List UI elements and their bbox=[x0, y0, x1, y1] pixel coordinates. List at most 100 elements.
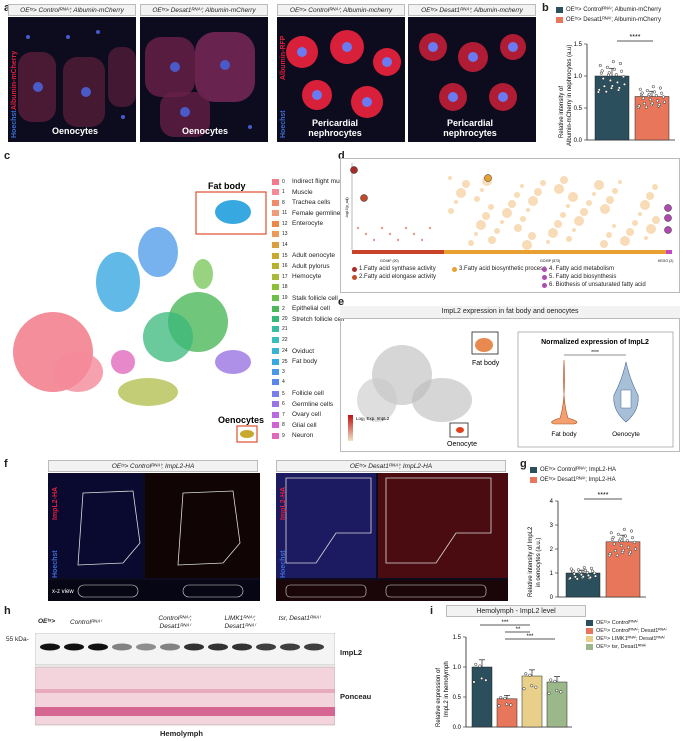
data-point bbox=[609, 531, 613, 535]
enrichment-legend-item: 2.Fatty acid elongase activity bbox=[352, 274, 436, 280]
go-bp-point bbox=[644, 236, 648, 240]
data-point bbox=[647, 92, 651, 96]
data-point bbox=[654, 94, 658, 98]
highlighted-term bbox=[484, 174, 492, 182]
legend-swatch bbox=[272, 284, 279, 290]
legend-swatch bbox=[272, 210, 279, 217]
go-bp-point bbox=[580, 208, 588, 216]
go-bp-point bbox=[640, 200, 650, 210]
go-bp-point bbox=[632, 220, 638, 226]
data-point bbox=[575, 577, 579, 581]
data-point bbox=[581, 575, 585, 579]
go-bp-point bbox=[546, 240, 550, 244]
bar bbox=[471, 666, 493, 728]
enrichment-legend-item: 6. Biothesis of unsaturated fatty acid bbox=[542, 282, 646, 288]
go-bp-point bbox=[448, 208, 454, 214]
cluster-name: Hemocyte bbox=[292, 273, 322, 281]
legend-swatch bbox=[272, 390, 279, 397]
data-point bbox=[612, 67, 616, 71]
data-point bbox=[593, 574, 598, 578]
cluster-pink bbox=[111, 350, 135, 374]
cluster-legend-item: 6 Germline cells bbox=[272, 401, 333, 408]
legend-swatch bbox=[272, 348, 279, 355]
data-point bbox=[601, 77, 605, 81]
micrograph-nephrocytes-desat1 bbox=[408, 17, 536, 142]
data-point bbox=[657, 102, 661, 107]
lane-label-1: Controlᴿᴺᴬⁱ bbox=[70, 619, 102, 626]
cluster-lime bbox=[193, 259, 213, 289]
violin-fat-body bbox=[551, 359, 578, 425]
colorbar bbox=[348, 415, 353, 441]
impl2-band bbox=[232, 643, 252, 651]
cluster-name: Fat body bbox=[292, 358, 318, 366]
legend-label: OEᵗˢ> Desat1ᴿᴺᴬⁱ; Albumin-mCherry bbox=[566, 17, 661, 23]
data-point bbox=[608, 78, 612, 83]
data-point bbox=[638, 87, 642, 91]
go-mf-point bbox=[356, 226, 360, 230]
legend-text: 6. Biothesis of unsaturated fatty acid bbox=[549, 282, 646, 288]
cluster-olive bbox=[118, 378, 178, 406]
go-mf-point bbox=[380, 226, 384, 230]
legend-label: OEᵗˢ> LIMK1ᴿᴺᴬⁱ; Desat1ᴿᴺᴬⁱ bbox=[596, 636, 665, 642]
panel-f-side-blue-1: Hoechst bbox=[52, 550, 59, 578]
go-bp-point bbox=[646, 192, 654, 200]
cluster-legend-item: 19 Stalk follicle cell bbox=[272, 295, 338, 302]
legend-swatch bbox=[556, 16, 563, 23]
cluster-name: Epithelial cell bbox=[292, 305, 330, 313]
fat-body-label: Fat body bbox=[208, 181, 246, 191]
data-point bbox=[652, 90, 656, 94]
cluster-number: 16 bbox=[282, 263, 288, 270]
cluster-green-2 bbox=[143, 312, 193, 362]
legend-label: OEᵗˢ> Desat1ᴿᴺᴬⁱ; ImpL2-HA bbox=[540, 477, 616, 483]
cluster-number: 22 bbox=[282, 337, 288, 343]
cluster-name: Oviduct bbox=[292, 347, 315, 355]
go-bp-point bbox=[520, 216, 526, 222]
cluster-blue-2 bbox=[138, 227, 178, 277]
caption-nephrocytes-1: Pericardial nephrocytes bbox=[308, 118, 362, 138]
blot-ponceau bbox=[35, 666, 335, 726]
legend-swatch bbox=[586, 628, 593, 634]
data-point bbox=[612, 542, 616, 546]
data-point bbox=[645, 89, 649, 93]
violin-box bbox=[620, 389, 632, 409]
data-point bbox=[480, 676, 484, 680]
legend-swatch bbox=[586, 644, 593, 650]
cluster-legend-item: 9 Neuron bbox=[272, 432, 313, 439]
panel-label-i: i bbox=[430, 605, 434, 617]
panel-a-side-label-blue: Hoechst bbox=[11, 110, 18, 138]
go-mf-point bbox=[372, 238, 376, 242]
y-tick-label: 0.5 bbox=[574, 106, 583, 112]
data-point bbox=[628, 550, 632, 554]
panel-i-title: Hemolymph - ImpL2 level bbox=[446, 605, 586, 617]
data-point bbox=[582, 566, 586, 570]
data-point bbox=[650, 101, 654, 105]
cluster-legend-item: 4 bbox=[272, 379, 292, 386]
go-mf-point bbox=[396, 238, 400, 242]
go-bp-point bbox=[554, 220, 562, 228]
cluster-legend-item: 24 Oviduct bbox=[272, 348, 314, 355]
data-point bbox=[633, 547, 638, 551]
legend-swatch bbox=[272, 326, 279, 333]
data-point bbox=[600, 69, 604, 73]
legend-swatch bbox=[272, 252, 279, 259]
cluster-number: 18 bbox=[282, 284, 288, 290]
data-point bbox=[651, 85, 655, 89]
cluster-legend-item: 15 Adult oenocyte bbox=[272, 252, 335, 259]
legend-dot bbox=[542, 266, 547, 272]
panel-i-legend-item: OEᵗˢ> Controlᴿᴺᴬⁱ; Desat1ᴿᴺᴬⁱ bbox=[586, 628, 667, 634]
go-bp-point bbox=[476, 220, 486, 230]
go-bp-point bbox=[560, 212, 566, 218]
panel-label-a: a bbox=[4, 2, 10, 14]
cluster-number: 3 bbox=[282, 368, 285, 375]
data-point bbox=[615, 80, 619, 84]
legend-swatch bbox=[272, 178, 279, 185]
data-point bbox=[615, 553, 619, 557]
legend-swatch bbox=[586, 620, 593, 626]
panel-i-legend-item: OEᵗˢ> tsr, Desat1ᴿᴺᴬⁱ bbox=[586, 644, 646, 650]
ponceau-band-main bbox=[35, 707, 335, 716]
caption-oenocytes-1: Oenocytes bbox=[51, 126, 99, 136]
y-axis-label: -log10(p_adj) bbox=[345, 197, 349, 218]
cluster-name: Adult pylorus bbox=[292, 262, 330, 270]
cluster-legend-item: 8 Trachea cells bbox=[272, 199, 330, 206]
cluster-number: 20 bbox=[282, 316, 288, 323]
